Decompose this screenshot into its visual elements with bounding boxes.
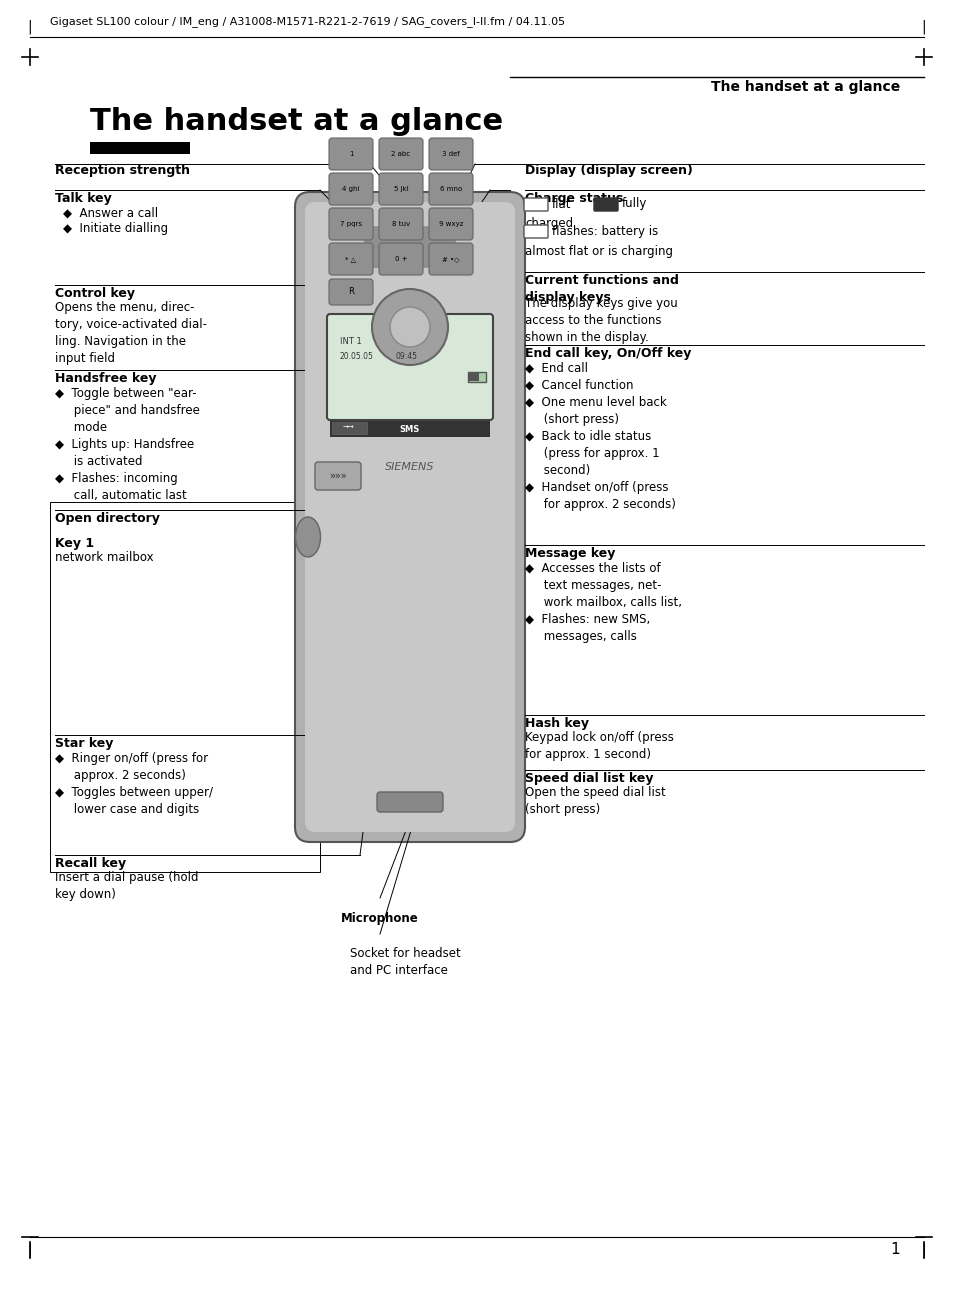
FancyBboxPatch shape (329, 243, 373, 274)
Text: Star key: Star key (55, 737, 113, 750)
Text: ◆  Answer a call: ◆ Answer a call (63, 207, 158, 220)
Text: Control key: Control key (55, 288, 135, 301)
Text: network mailbox: network mailbox (55, 552, 153, 565)
Text: 20.05.05: 20.05.05 (339, 352, 374, 361)
Text: Speed dial list key: Speed dial list key (524, 772, 653, 786)
FancyBboxPatch shape (523, 225, 547, 238)
FancyBboxPatch shape (365, 227, 455, 267)
Text: Open the speed dial list
(short press): Open the speed dial list (short press) (524, 786, 665, 816)
Text: ◆  Ringer on/off (press for
     approx. 2 seconds)
◆  Toggles between upper/
  : ◆ Ringer on/off (press for approx. 2 sec… (55, 752, 213, 816)
Text: Open directory: Open directory (55, 512, 160, 525)
Text: |: | (921, 20, 925, 34)
Text: Insert a dial pause (hold
key down): Insert a dial pause (hold key down) (55, 870, 198, 901)
Text: Socket for headset
and PC interface: Socket for headset and PC interface (350, 948, 460, 978)
Text: Key 1: Key 1 (55, 537, 94, 550)
Text: Talk key: Talk key (55, 192, 112, 205)
Text: Hash key: Hash key (524, 718, 588, 731)
Text: Handsfree key: Handsfree key (55, 372, 156, 386)
Ellipse shape (295, 518, 320, 557)
Text: ◆  Toggle between "ear-
     piece" and handsfree
     mode
◆  Lights up: Handsf: ◆ Toggle between "ear- piece" and handsf… (55, 387, 200, 502)
FancyBboxPatch shape (376, 792, 442, 812)
FancyBboxPatch shape (429, 173, 473, 205)
Text: |: | (28, 1243, 32, 1257)
Text: The handset at a glance: The handset at a glance (710, 80, 899, 94)
Text: ◆  Accesses the lists of
     text messages, net-
     work mailbox, calls list,: ◆ Accesses the lists of text messages, n… (524, 562, 681, 643)
FancyBboxPatch shape (378, 173, 422, 205)
FancyBboxPatch shape (329, 208, 373, 240)
Text: ◆  End call
◆  Cancel function
◆  One menu level back
     (short press)
◆  Back: ◆ End call ◆ Cancel function ◆ One menu … (524, 362, 675, 511)
FancyBboxPatch shape (305, 203, 515, 833)
Text: Display (display screen): Display (display screen) (524, 163, 692, 176)
Text: →→: →→ (343, 425, 355, 431)
Text: fully: fully (621, 197, 647, 210)
Text: charged: charged (524, 217, 573, 230)
Text: Opens the menu, direc-
tory, voice-activated dial-
ling. Navigation in the
input: Opens the menu, direc- tory, voice-activ… (55, 301, 207, 365)
Text: 09:45: 09:45 (395, 352, 417, 361)
Text: Keypad lock on/off (press
for approx. 1 second): Keypad lock on/off (press for approx. 1 … (524, 731, 673, 761)
Bar (50, 502, 319, 872)
FancyBboxPatch shape (294, 192, 524, 842)
Text: End call key, On/Off key: End call key, On/Off key (524, 346, 691, 359)
Text: Recall key: Recall key (55, 857, 126, 870)
Text: 1: 1 (889, 1243, 899, 1257)
Circle shape (390, 307, 430, 346)
Text: 2 abc: 2 abc (391, 152, 410, 157)
Text: almost flat or is charging: almost flat or is charging (524, 244, 672, 257)
FancyBboxPatch shape (329, 173, 373, 205)
Text: Charge status: Charge status (524, 192, 622, 205)
Text: 7 pqrs: 7 pqrs (339, 221, 361, 227)
FancyBboxPatch shape (314, 461, 360, 490)
Text: Message key: Message key (524, 548, 615, 559)
Text: The display keys give you
access to the functions
shown in the display.: The display keys give you access to the … (524, 297, 677, 344)
Text: Microphone: Microphone (341, 912, 418, 925)
Text: flashes: battery is: flashes: battery is (552, 225, 658, 238)
Bar (469, 372, 478, 382)
FancyBboxPatch shape (329, 139, 373, 170)
FancyBboxPatch shape (378, 208, 422, 240)
FancyBboxPatch shape (327, 314, 493, 420)
Text: SMS: SMS (399, 425, 419, 434)
Text: |: | (921, 1243, 925, 1257)
Circle shape (372, 289, 448, 365)
Text: Current functions and
display keys: Current functions and display keys (524, 274, 679, 305)
Text: flat: flat (552, 197, 571, 210)
Text: 6 mno: 6 mno (439, 186, 461, 192)
Text: 1: 1 (349, 152, 353, 157)
Text: Reception strength: Reception strength (55, 163, 190, 176)
Bar (330, 421, 490, 437)
Text: * △: * △ (345, 256, 356, 261)
Text: »»»: »»» (329, 471, 347, 481)
Bar (90, 142, 190, 154)
Text: 5 jkl: 5 jkl (394, 186, 408, 192)
Text: |: | (28, 20, 32, 34)
Text: # •◇: # •◇ (442, 256, 459, 261)
Text: ◆  Initiate dialling: ◆ Initiate dialling (63, 222, 168, 235)
Text: INT 1: INT 1 (339, 337, 361, 346)
FancyBboxPatch shape (594, 197, 618, 210)
Text: 9 wxyz: 9 wxyz (438, 221, 463, 227)
Bar (332, 422, 367, 434)
Text: The handset at a glance: The handset at a glance (90, 107, 502, 136)
FancyBboxPatch shape (523, 197, 547, 210)
FancyBboxPatch shape (378, 139, 422, 170)
FancyBboxPatch shape (429, 208, 473, 240)
FancyBboxPatch shape (378, 243, 422, 274)
FancyBboxPatch shape (429, 139, 473, 170)
FancyBboxPatch shape (429, 243, 473, 274)
Text: 3 def: 3 def (441, 152, 459, 157)
Text: 8 tuv: 8 tuv (392, 221, 410, 227)
Text: R: R (348, 288, 354, 297)
Text: Gigaset SL100 colour / IM_eng / A31008-M1571-R221-2-7619 / SAG_covers_I-II.fm / : Gigaset SL100 colour / IM_eng / A31008-M… (50, 17, 564, 27)
Bar (468, 372, 485, 382)
Text: SIEMENS: SIEMENS (385, 461, 435, 472)
Text: 0 +: 0 + (395, 256, 407, 261)
Text: 4 ghi: 4 ghi (342, 186, 359, 192)
FancyBboxPatch shape (329, 278, 373, 305)
